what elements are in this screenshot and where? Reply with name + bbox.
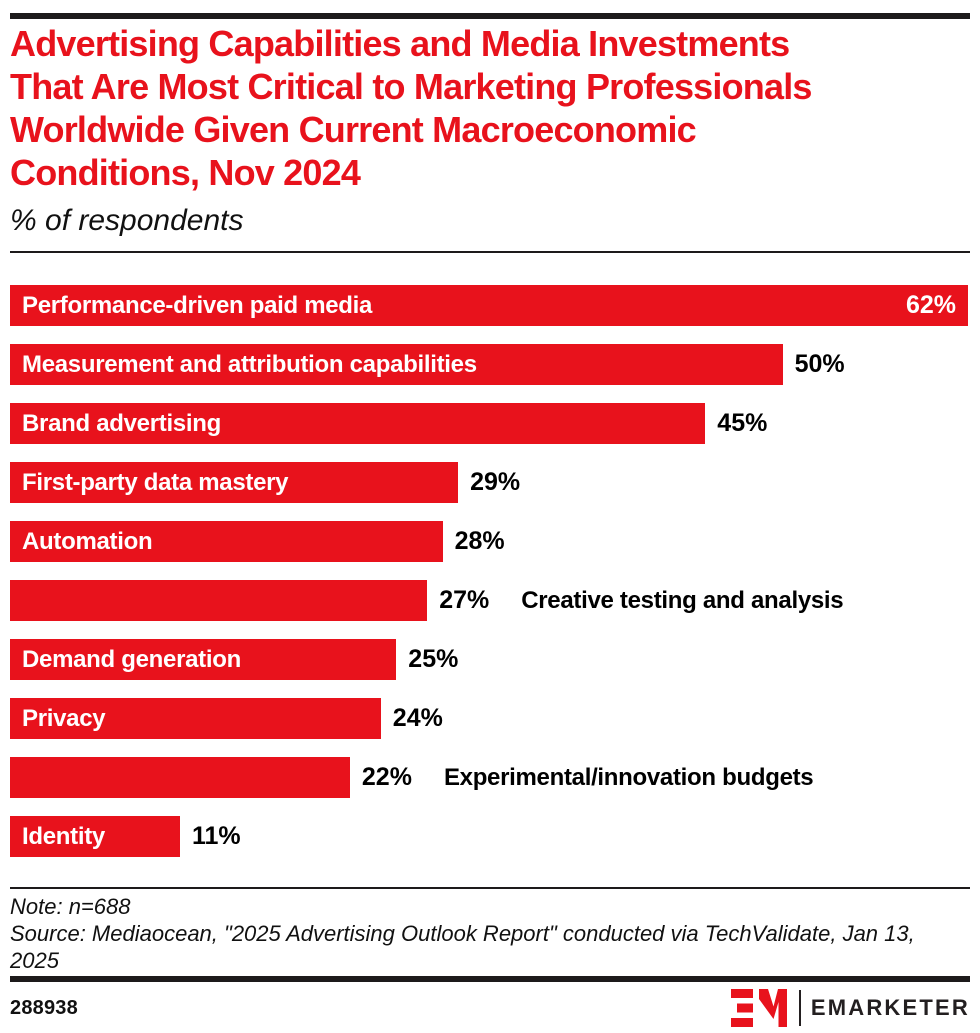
bar-value: 27%	[439, 586, 490, 614]
chart-title: Advertising Capabilities and Media Inves…	[10, 22, 980, 194]
bar-label: Performance-driven paid media	[22, 291, 373, 319]
bar-label: Brand advertising	[22, 409, 221, 437]
chart-title-line: Conditions, Nov 2024	[10, 152, 361, 193]
bar-value: 24%	[392, 704, 443, 732]
bar-row: First-party data mastery 29%	[10, 462, 970, 503]
bar-value: 62%	[905, 291, 956, 319]
chart-subtitle: % of respondents	[10, 204, 244, 237]
bar-creative-testing-and-analysis	[10, 580, 428, 621]
bar-privacy: Privacy	[10, 698, 381, 739]
bar-row: Measurement and attribution capabilities…	[10, 344, 970, 385]
emarketer-logo-mark-icon	[730, 989, 787, 1027]
bar-label: Experimental/innovation budgets	[443, 763, 814, 791]
logo-divider	[798, 990, 801, 1026]
bar-row: Brand advertising 45%	[10, 403, 970, 444]
bar-row: Automation 28%	[10, 521, 970, 562]
bar-row: Privacy 24%	[10, 698, 970, 739]
emarketer-logo: EMARKETER	[730, 989, 970, 1027]
bar-row: Performance-driven paid media 62%	[10, 285, 970, 326]
chart-id: 288938	[10, 997, 78, 1019]
bar-value: 45%	[717, 409, 768, 437]
source-text: Source: Mediaocean, "2025 Advertising Ou…	[10, 921, 915, 973]
bar-row: 22% Experimental/innovation budgets	[10, 757, 970, 798]
bar-demand-generation: Demand generation	[10, 639, 397, 680]
bar-value: 11%	[192, 822, 241, 850]
bar-value: 22%	[361, 763, 412, 791]
bar-row: Identity 11%	[10, 816, 970, 857]
chart-title-line: Worldwide Given Current Macroeconomic	[10, 109, 697, 150]
bar-identity: Identity	[10, 816, 180, 857]
bar-label: First-party data mastery	[22, 468, 289, 496]
bar-experimental-innovation-budgets	[10, 757, 350, 798]
bar-value: 29%	[470, 468, 521, 496]
bar-label: Creative testing and analysis	[521, 586, 844, 614]
note-text: Note: n=688	[10, 894, 131, 919]
bar-measurement-and-attribution: Measurement and attribution capabilities	[10, 344, 783, 385]
bar-label: Automation	[22, 527, 153, 555]
bar-label: Identity	[22, 822, 105, 850]
bar-value: 50%	[794, 350, 845, 378]
bar-label: Demand generation	[22, 645, 241, 673]
bar-chart: Performance-driven paid media 62% Measur…	[10, 285, 970, 875]
bar-label: Privacy	[22, 704, 106, 732]
bar-first-party-data-mastery: First-party data mastery	[10, 462, 459, 503]
bottom-rule	[10, 976, 970, 982]
emarketer-logo-text: EMARKETER	[810, 995, 970, 1020]
bar-value: 25%	[408, 645, 459, 673]
bar-value: 28%	[454, 527, 505, 555]
bar-label: Measurement and attribution capabilities	[22, 350, 477, 378]
chart-title-line: That Are Most Critical to Marketing Prof…	[10, 66, 812, 107]
bar-performance-driven-paid-media: Performance-driven paid media 62%	[10, 285, 968, 326]
bar-row: Demand generation 25%	[10, 639, 970, 680]
top-rule	[10, 13, 970, 19]
bar-brand-advertising: Brand advertising	[10, 403, 706, 444]
chart-title-line: Advertising Capabilities and Media Inves…	[10, 23, 790, 64]
bar-row: 27% Creative testing and analysis	[10, 580, 970, 621]
bar-automation: Automation	[10, 521, 443, 562]
header-separator-rule	[10, 251, 970, 253]
footer-separator-rule	[10, 887, 970, 889]
